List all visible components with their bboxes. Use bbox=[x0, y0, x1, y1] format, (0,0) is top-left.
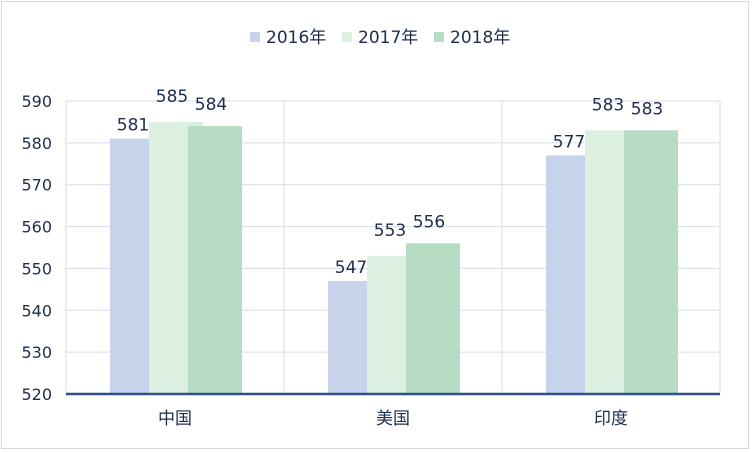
data-label: 553 bbox=[374, 221, 406, 241]
x-tick-label: 印度 bbox=[594, 409, 628, 429]
legend-label: 2017年 bbox=[358, 28, 418, 48]
y-tick-label: 520 bbox=[21, 385, 52, 404]
x-tick-label: 中国 bbox=[158, 409, 192, 429]
data-label: 581 bbox=[117, 116, 149, 136]
bar bbox=[624, 130, 678, 395]
y-tick-label: 530 bbox=[21, 343, 52, 362]
bar bbox=[188, 126, 242, 394]
labels-layer: 520 530 540 550 560 570 580 590 581 585 584 中国 547 55… bbox=[21, 87, 663, 429]
data-label: 556 bbox=[413, 212, 445, 232]
legend-label: 2016年 bbox=[266, 28, 326, 48]
legend: 2016年 2017年 2018年 bbox=[250, 28, 510, 48]
legend-swatch bbox=[434, 32, 444, 42]
data-label: 577 bbox=[553, 132, 585, 152]
y-tick-label: 540 bbox=[21, 301, 52, 320]
data-label: 583 bbox=[631, 99, 663, 119]
y-tick-label: 550 bbox=[21, 259, 52, 278]
legend-swatch bbox=[342, 32, 352, 42]
y-tick-label: 570 bbox=[21, 176, 52, 195]
x-tick-label: 美国 bbox=[376, 409, 410, 429]
data-label: 584 bbox=[195, 95, 227, 115]
data-label: 585 bbox=[156, 87, 188, 107]
y-tick-label: 580 bbox=[21, 134, 52, 153]
data-label: 547 bbox=[335, 258, 367, 278]
y-tick-label: 590 bbox=[21, 92, 52, 111]
legend-label: 2018年 bbox=[450, 28, 510, 48]
y-tick-label: 560 bbox=[21, 218, 52, 237]
bars-layer bbox=[110, 121, 678, 395]
legend-swatch bbox=[250, 32, 260, 42]
data-label: 583 bbox=[592, 95, 624, 115]
bar bbox=[406, 243, 460, 394]
